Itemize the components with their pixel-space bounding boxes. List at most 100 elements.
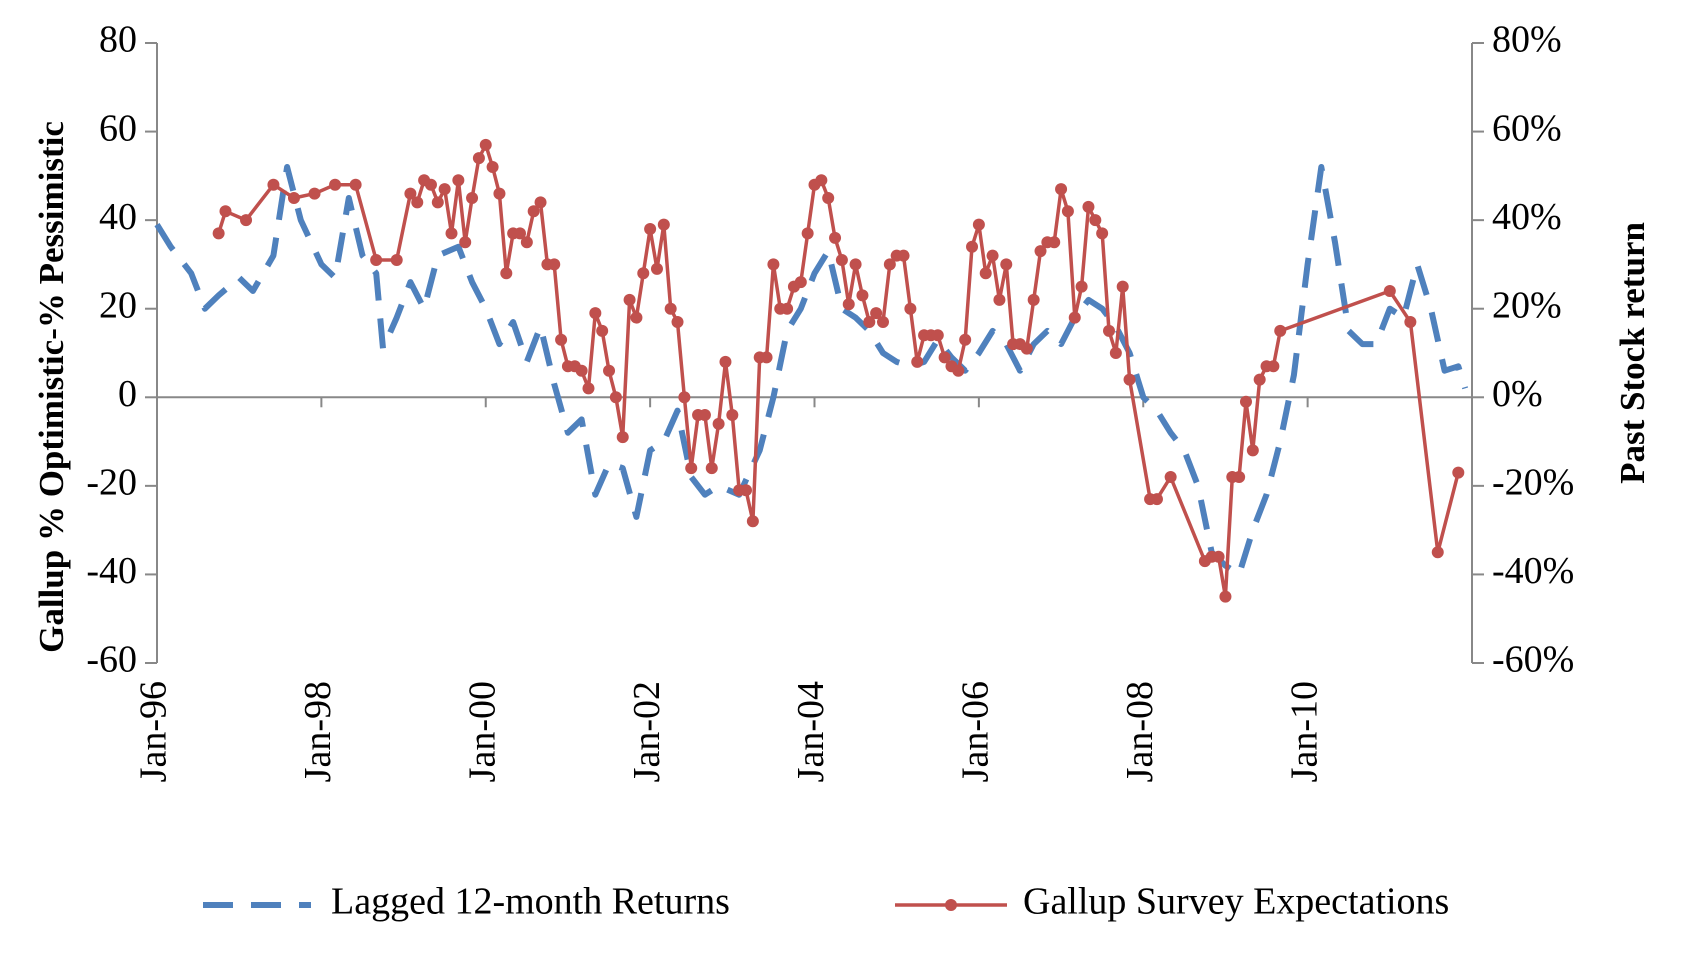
y-tick-label: 20 (99, 284, 137, 326)
series-marker (904, 302, 917, 315)
series-marker (794, 276, 807, 289)
series-marker (1123, 373, 1136, 386)
series-marker (1082, 200, 1095, 213)
series-marker (849, 258, 862, 271)
series-line (154, 164, 1469, 578)
series-marker (452, 174, 465, 187)
series-marker (1383, 285, 1396, 297)
y-tick-label: 60 (99, 107, 137, 149)
series-marker (842, 298, 855, 311)
series-marker (1212, 550, 1225, 563)
series-marker (589, 307, 602, 320)
series-marker (609, 391, 622, 404)
y2-tick-label: -60% (1492, 639, 1574, 681)
series-marker (931, 329, 944, 342)
series-marker (883, 258, 896, 271)
legend-marker (945, 899, 957, 911)
series-marker (1404, 316, 1417, 328)
series-marker (513, 227, 526, 240)
series-marker (637, 267, 650, 280)
series-marker (1150, 493, 1163, 506)
series-marker (431, 196, 444, 209)
series-marker (1116, 280, 1129, 293)
y2-tick-label: 60% (1492, 107, 1562, 149)
series-marker (329, 178, 342, 191)
series-marker (815, 174, 828, 187)
series-marker (1055, 183, 1068, 196)
x-tick-label: Jan-02 (626, 681, 668, 782)
series-marker (911, 355, 924, 368)
series-marker (212, 227, 225, 240)
series-marker (603, 364, 616, 377)
series-marker (308, 187, 321, 200)
series-marker (623, 293, 636, 306)
series-marker (1219, 590, 1232, 603)
series-marker (1027, 293, 1040, 306)
y2-tick-label: 0% (1492, 373, 1543, 415)
series-marker (767, 258, 780, 271)
series-marker (1096, 227, 1109, 240)
series-marker (472, 152, 485, 165)
series-marker (952, 364, 965, 377)
series-marker (630, 311, 643, 324)
series-marker (986, 249, 999, 262)
series-marker (575, 364, 588, 377)
y2-tick-label: -40% (1492, 550, 1574, 592)
y-tick-label: -60 (86, 639, 137, 681)
series-marker (438, 183, 451, 196)
legend-label: Lagged 12-month Returns (331, 881, 730, 923)
y-tick-label: 0 (118, 373, 137, 415)
series-marker (671, 316, 684, 328)
x-tick-label: Jan-00 (461, 681, 503, 782)
series-marker (876, 316, 889, 328)
series-marker (349, 178, 362, 191)
series-marker (719, 355, 732, 368)
series-marker (479, 138, 492, 151)
series-marker (1068, 311, 1081, 324)
series-marker (555, 333, 568, 346)
series-marker (822, 192, 835, 204)
series-marker (993, 293, 1006, 306)
series-marker (678, 391, 691, 404)
series-marker (370, 254, 383, 266)
series-marker (287, 192, 300, 204)
series-marker (829, 231, 842, 244)
series-marker (746, 515, 759, 528)
y-tick-label: -40 (86, 550, 137, 592)
series-marker (527, 205, 540, 218)
series-marker (698, 409, 711, 421)
series-marker (781, 302, 794, 315)
series-marker (1000, 258, 1013, 271)
series-marker (897, 249, 910, 262)
series-marker (1164, 471, 1177, 483)
series-marker (657, 218, 670, 231)
series-marker (972, 218, 985, 231)
series-marker (1048, 236, 1061, 249)
series-marker (459, 236, 472, 249)
x-tick-label: Jan-06 (955, 681, 997, 782)
series-marker (267, 178, 280, 191)
legend-label: Gallup Survey Expectations (1023, 881, 1449, 923)
series-marker (1089, 214, 1102, 227)
series-marker (1246, 444, 1259, 457)
series-marker (835, 254, 848, 266)
series-marker (1061, 205, 1074, 218)
series-marker (726, 409, 739, 421)
series-marker (705, 462, 718, 475)
series-marker (219, 205, 232, 218)
series-marker (650, 262, 663, 275)
series-marker (1233, 471, 1246, 483)
y2-tick-label: 80% (1492, 19, 1562, 61)
y2-axis-title: Past Stock return (1613, 222, 1652, 484)
y2-tick-label: 20% (1492, 284, 1562, 326)
y-tick-label: -20 (86, 462, 137, 504)
series-marker (685, 462, 698, 475)
series-marker (424, 178, 437, 191)
series-marker (1075, 280, 1088, 293)
series-marker (664, 302, 677, 315)
series-marker (856, 289, 869, 302)
y-tick-label: 80 (99, 19, 137, 61)
series-marker (760, 351, 773, 364)
